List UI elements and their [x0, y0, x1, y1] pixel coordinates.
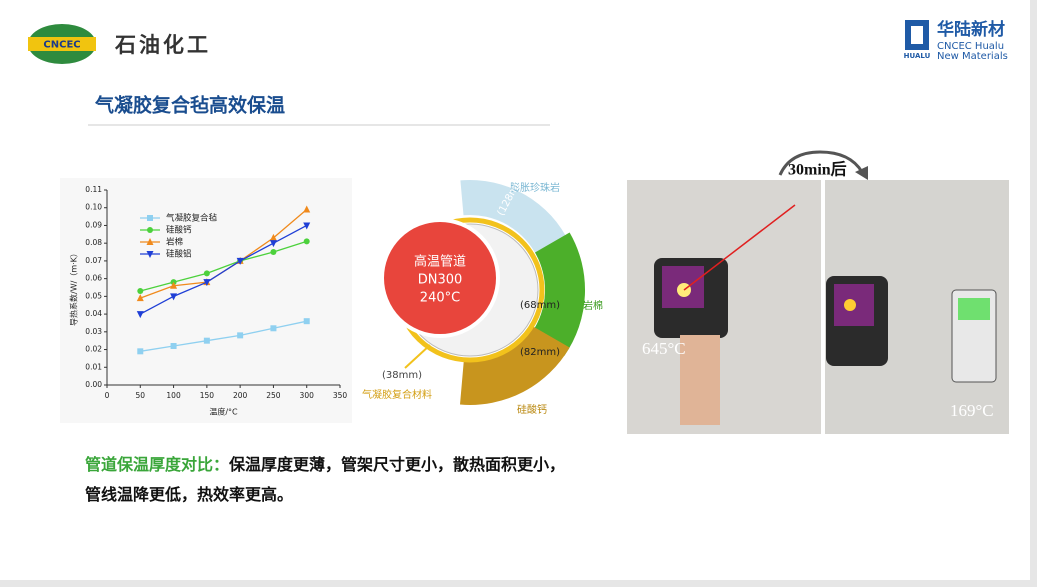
marker: [237, 332, 244, 339]
x-tick-label: 100: [166, 391, 181, 400]
conclusion: 管道保温厚度对比：保温厚度更薄，管架尺寸更小，散热面积更小，管线温降更低，热效率…: [85, 450, 575, 510]
marker: [303, 222, 311, 230]
x-tick-label: 200: [233, 391, 248, 400]
y-tick-label: 0.03: [85, 327, 102, 336]
marker: [136, 311, 144, 319]
thermometer-screen: [958, 298, 990, 320]
brand-icon-inner: [911, 26, 923, 44]
x-axis-title: 温度/°C: [209, 407, 238, 417]
y-tick-label: 0.07: [85, 256, 102, 265]
logo-band: [28, 37, 96, 51]
legend-label: 硅酸铝: [166, 249, 192, 260]
laser-line: [683, 204, 796, 291]
time-arrow: [778, 150, 864, 176]
marker: [269, 233, 277, 241]
company-name: 石油化工: [114, 33, 211, 57]
y-tick-label: 0.05: [85, 291, 102, 300]
legend-label: 气凝胶复合毡: [166, 213, 218, 224]
core-label: 240°C: [420, 291, 460, 306]
marker: [146, 251, 154, 258]
y-tick-label: 0.11: [85, 185, 102, 194]
hand: [680, 335, 720, 425]
layer-pearlite: [460, 179, 570, 259]
y-tick-label: 0.01: [85, 362, 102, 371]
marker: [147, 227, 153, 233]
y-tick-label: 0.00: [85, 380, 102, 389]
layer-name: 气凝胶复合材料: [362, 388, 432, 401]
chart: 0.00 0.01 0.02 0.03 0.04 0.05 0.06 0.07 0.08 0.09…: [69, 185, 348, 417]
time-caption: 30min后: [788, 161, 847, 179]
marker: [136, 294, 144, 302]
chart-bg: [60, 178, 352, 423]
legend-label: 硅酸钙: [166, 225, 192, 236]
pointer: [404, 344, 431, 369]
layer-calcium-silicate: [460, 325, 570, 405]
conclusion-text: 保温厚度更薄，管架尺寸更小，散热面积更小，管线温降更低，热效率更高。: [85, 455, 566, 504]
conclusion-label: 管道保温厚度对比：: [85, 455, 230, 474]
marker: [269, 240, 277, 248]
legend-label: 岩棉: [166, 237, 183, 248]
series-line: [139, 224, 308, 315]
marker: [137, 288, 144, 295]
marker: [146, 238, 154, 245]
y-tick-label: 0.02: [85, 345, 102, 354]
layer-thickness: (82mm): [520, 347, 560, 358]
marker: [303, 205, 311, 213]
core-label: DN300: [418, 273, 463, 288]
y-tick-label: 0.06: [85, 274, 102, 283]
x-tick-label: 300: [300, 391, 315, 400]
marker: [303, 238, 310, 245]
marker: [236, 257, 244, 265]
layer-name: 岩棉: [583, 299, 603, 312]
y-tick-label: 0.10: [85, 203, 102, 212]
logo-text: CNCEC: [43, 40, 80, 51]
series-line: [140, 320, 307, 352]
y-tick-label: 0.04: [85, 309, 102, 318]
x-tick-label: 150: [200, 391, 215, 400]
marker: [203, 270, 210, 277]
brand-name: 华陆新材: [937, 19, 1005, 40]
y-axis-title: 导热系数/W/（m·K）: [69, 249, 79, 326]
pipe-diagram: 高温管道 DN300 240°C 膨胀珍珠岩 (128mm) 岩棉 (68mm)…: [362, 172, 603, 416]
marker: [203, 337, 210, 344]
marker: [147, 215, 153, 221]
x-tick-label: 0: [105, 391, 110, 400]
layer-name: 膨胀珍珠岩: [510, 181, 560, 194]
slide-title: 气凝胶复合毡高效保温: [94, 94, 285, 117]
brand-en: New Materials: [937, 51, 1008, 62]
series-line: [140, 240, 307, 292]
layer-thickness: (68mm): [520, 300, 560, 311]
marker: [170, 293, 178, 301]
marker: [303, 318, 310, 325]
core-label: 高温管道: [414, 254, 466, 270]
x-tick-label: 50: [136, 391, 146, 400]
marker: [270, 325, 277, 332]
y-tick-label: 0.09: [85, 220, 102, 229]
brand-en: CNCEC Hualu: [937, 41, 1004, 52]
y-tick-label: 0.08: [85, 238, 102, 247]
x-tick-label: 350: [333, 391, 348, 400]
hot-spot: [844, 299, 856, 311]
layer-rockwool: [531, 232, 586, 356]
temp-before: 645°C: [642, 339, 686, 358]
pipe-core: [380, 218, 500, 338]
brand-icon-text: HUALU: [904, 52, 931, 60]
marker: [203, 279, 211, 287]
layer-thickness: (38mm): [382, 370, 422, 381]
time-arrow-head: [855, 166, 868, 180]
marker: [137, 348, 144, 355]
x-tick-label: 250: [266, 391, 281, 400]
layer-name: 硅酸钙: [517, 403, 547, 416]
marker: [270, 249, 277, 256]
temp-after: 169°C: [950, 401, 994, 420]
marker: [170, 281, 178, 289]
marker: [170, 343, 177, 349]
